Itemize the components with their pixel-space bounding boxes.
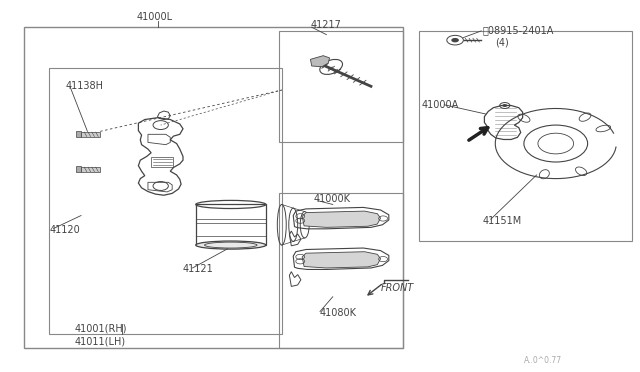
Polygon shape (310, 56, 330, 67)
Text: 41001(RH): 41001(RH) (75, 323, 127, 333)
Bar (24, 27, 403, 349)
Text: 41000K: 41000K (314, 194, 351, 204)
Bar (81, 167, 100, 171)
Bar (76, 131, 81, 137)
Circle shape (502, 104, 508, 107)
Text: (4): (4) (495, 38, 509, 48)
Bar (76, 166, 81, 172)
Bar (81, 132, 100, 137)
Text: 41151M: 41151M (483, 216, 522, 226)
Text: 41011(LH): 41011(LH) (75, 336, 126, 346)
Ellipse shape (196, 241, 266, 249)
Bar (278, 31, 403, 142)
Polygon shape (302, 211, 381, 227)
Text: 41120: 41120 (49, 225, 80, 235)
Text: FRONT: FRONT (381, 283, 414, 292)
Bar (196, 205, 266, 245)
Text: A..0^0.77: A..0^0.77 (524, 356, 562, 365)
Circle shape (451, 38, 459, 42)
Text: 41080K: 41080K (320, 308, 357, 318)
Text: 41000A: 41000A (422, 100, 460, 110)
Text: 41217: 41217 (310, 20, 341, 31)
Text: 41121: 41121 (183, 264, 214, 274)
Bar (49, 68, 282, 334)
Bar (278, 193, 403, 349)
Bar (419, 31, 632, 241)
Text: 41138H: 41138H (65, 81, 103, 91)
Polygon shape (302, 252, 381, 268)
Text: Ⓥ08915-2401A: Ⓥ08915-2401A (483, 25, 554, 35)
Text: 41000L: 41000L (136, 12, 172, 22)
